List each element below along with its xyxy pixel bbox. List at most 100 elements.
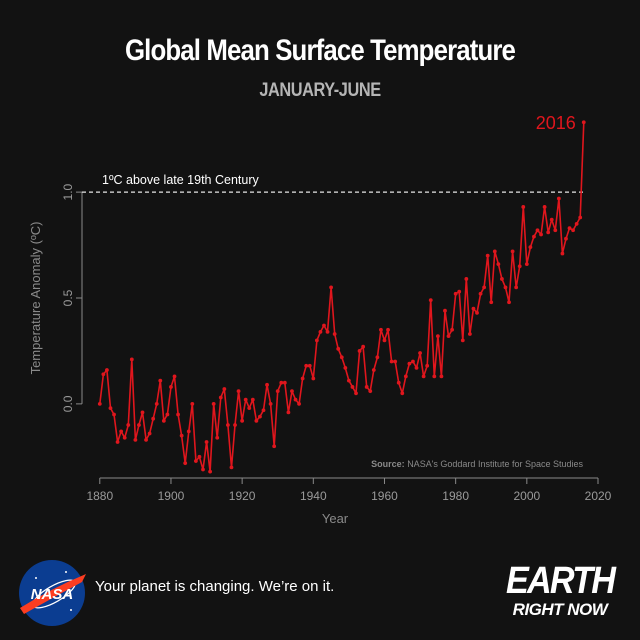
data-point bbox=[350, 385, 355, 389]
data-point bbox=[528, 245, 533, 250]
data-point bbox=[371, 368, 376, 372]
data-point bbox=[325, 329, 330, 334]
chart-subtitle: JANUARY-JUNE bbox=[259, 80, 381, 101]
data-point bbox=[581, 120, 586, 125]
footer-tagline: Your planet is changing. We’re on it. bbox=[95, 578, 335, 595]
data-point bbox=[101, 372, 106, 377]
brand-line-right-now: RIGHT NOW bbox=[512, 600, 608, 619]
y-tick-label: 0.0 bbox=[61, 395, 75, 412]
data-point bbox=[539, 232, 543, 237]
source-text: NASA's Goddard Institute for Space Studi… bbox=[407, 459, 583, 469]
data-point bbox=[233, 423, 237, 427]
data-point bbox=[446, 334, 451, 339]
data-point bbox=[268, 401, 273, 406]
data-point bbox=[503, 285, 508, 290]
data-point bbox=[126, 423, 131, 427]
data-point bbox=[311, 376, 316, 381]
data-point bbox=[258, 414, 262, 419]
data-point bbox=[329, 285, 334, 290]
data-point bbox=[151, 416, 156, 421]
data-point bbox=[236, 389, 241, 394]
data-point bbox=[485, 253, 490, 258]
data-point bbox=[382, 338, 387, 343]
data-point bbox=[379, 327, 383, 332]
data-point bbox=[172, 374, 177, 379]
data-point bbox=[161, 418, 166, 423]
data-point bbox=[478, 291, 483, 296]
data-point bbox=[549, 217, 554, 222]
data-point bbox=[482, 285, 487, 290]
data-point bbox=[332, 332, 337, 336]
data-point bbox=[510, 249, 515, 254]
data-point bbox=[464, 277, 469, 281]
data-point bbox=[564, 236, 568, 241]
data-point bbox=[105, 368, 109, 372]
y-tick-label: 0.5 bbox=[61, 289, 75, 306]
data-point bbox=[265, 382, 269, 387]
nasa-logo-text: NASA bbox=[31, 586, 74, 603]
data-point bbox=[542, 205, 547, 209]
data-point bbox=[425, 363, 430, 368]
y-tick-label: 1.0 bbox=[61, 183, 75, 200]
data-point bbox=[322, 323, 326, 328]
data-point bbox=[176, 412, 180, 417]
data-point bbox=[226, 423, 230, 427]
data-point bbox=[336, 346, 341, 351]
data-point bbox=[556, 196, 561, 201]
data-point bbox=[546, 230, 551, 235]
earth-right-now-logo: EARTH RIGHT NOW bbox=[500, 562, 620, 618]
data-point bbox=[300, 376, 305, 381]
data-point bbox=[467, 332, 472, 336]
data-point bbox=[261, 408, 266, 413]
data-point bbox=[129, 357, 134, 362]
data-point bbox=[496, 262, 501, 267]
data-point bbox=[521, 205, 526, 209]
data-point bbox=[229, 465, 234, 470]
data-point bbox=[282, 380, 287, 385]
data-point bbox=[307, 363, 312, 368]
data-point bbox=[318, 329, 323, 334]
data-point bbox=[414, 365, 419, 370]
x-tick-label: 2020 bbox=[585, 489, 612, 503]
chart-title: Global Mean Surface Temperature bbox=[124, 34, 516, 67]
data-point bbox=[407, 361, 412, 366]
x-axis-title: Year bbox=[322, 511, 349, 526]
data-point bbox=[375, 355, 380, 360]
data-point bbox=[532, 234, 536, 239]
data-point bbox=[500, 277, 504, 281]
data-point bbox=[275, 389, 280, 394]
data-point bbox=[567, 226, 572, 231]
data-point bbox=[169, 385, 173, 389]
data-point bbox=[489, 300, 494, 305]
data-point bbox=[553, 228, 558, 233]
data-point bbox=[201, 467, 205, 472]
data-point bbox=[418, 351, 422, 355]
data-point bbox=[432, 374, 437, 379]
data-point bbox=[393, 359, 398, 364]
data-point bbox=[339, 355, 344, 360]
data-point bbox=[314, 338, 319, 343]
data-point bbox=[215, 435, 220, 440]
data-point bbox=[517, 264, 522, 269]
data-point bbox=[218, 395, 223, 400]
data-point bbox=[204, 440, 209, 444]
data-point bbox=[578, 215, 583, 220]
nasa-logo: NASA bbox=[16, 558, 88, 633]
data-point bbox=[453, 291, 458, 296]
data-point bbox=[386, 327, 390, 332]
data-point bbox=[354, 391, 358, 396]
data-point bbox=[560, 251, 565, 256]
data-point bbox=[507, 300, 511, 305]
data-point bbox=[158, 378, 163, 383]
data-point bbox=[524, 262, 529, 267]
data-point bbox=[165, 412, 170, 417]
data-point bbox=[514, 285, 519, 290]
data-point bbox=[247, 406, 252, 411]
data-point bbox=[460, 338, 465, 343]
data-point bbox=[112, 412, 116, 417]
x-tick-label: 1900 bbox=[158, 489, 185, 503]
x-tick-label: 1940 bbox=[300, 489, 327, 503]
data-point bbox=[154, 401, 159, 406]
data-point bbox=[208, 469, 213, 474]
